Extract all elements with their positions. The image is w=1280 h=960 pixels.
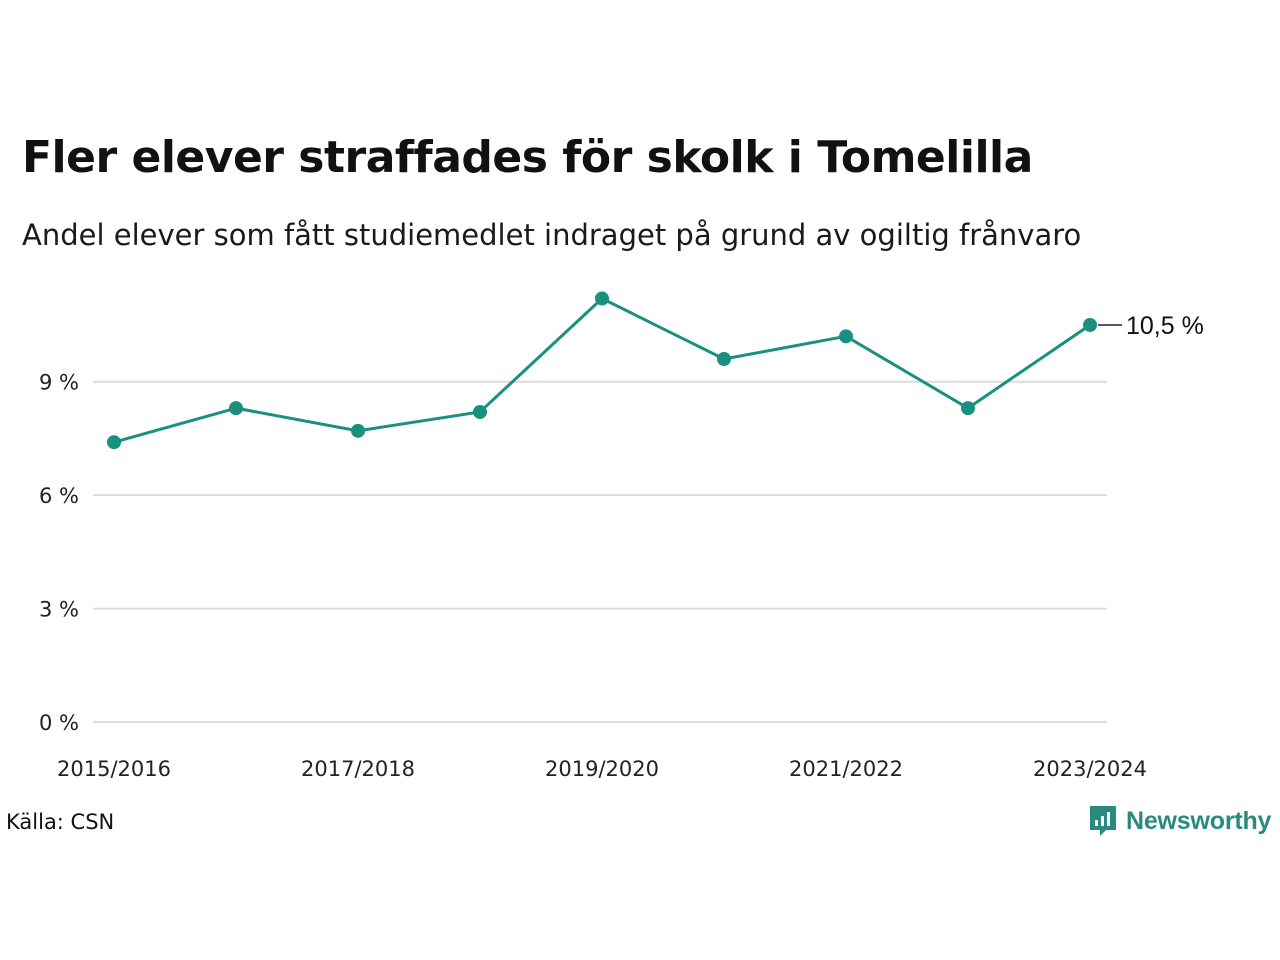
newsworthy-logo-icon: [1090, 806, 1116, 836]
x-tick-label: 2023/2024: [1033, 757, 1147, 781]
x-tick-label: 2015/2016: [57, 757, 171, 781]
x-tick-label: 2019/2020: [545, 757, 659, 781]
y-tick-label: 9 %: [39, 371, 79, 395]
x-axis-ticks: 2015/2016 2017/2018 2019/2020 2021/2022 2023…: [57, 757, 1147, 781]
x-tick-label: 2017/2018: [301, 757, 415, 781]
data-point: [1083, 317, 1097, 332]
y-tick-label: 3 %: [39, 598, 79, 622]
chart-title: Fler elever straffades för skolk i Tomel…: [22, 132, 1033, 183]
y-tick-label: 6 %: [39, 484, 79, 508]
line-chart: 0 % 3 % 6 % 9 % 2015/2016 2017/2018 2019/2020…: [39, 291, 1204, 781]
brand-name: Newsworthy: [1126, 806, 1272, 835]
y-tick-label: 0 %: [39, 711, 79, 735]
end-value-label: 10,5 %: [1126, 312, 1204, 340]
data-point: [717, 352, 731, 366]
y-axis-ticks: 0 % 3 % 6 % 9 %: [39, 371, 79, 735]
data-point: [351, 423, 365, 438]
data-point: [229, 401, 243, 416]
data-point: [595, 291, 609, 306]
chart-subtitle: Andel elever som fått studiemedlet indra…: [22, 218, 1082, 252]
series-line: [113, 297, 1091, 444]
series-group: [107, 291, 1097, 450]
data-point: [839, 329, 853, 344]
end-label-group: 10,5 %: [1098, 312, 1204, 340]
data-point: [473, 404, 487, 419]
x-tick-label: 2021/2022: [789, 757, 903, 781]
brand-logo[interactable]: Newsworthy: [1088, 804, 1271, 838]
source-note: Källa: CSN: [6, 810, 115, 834]
gridlines: [93, 380, 1107, 723]
data-point: [961, 401, 975, 416]
data-point: [107, 435, 121, 450]
